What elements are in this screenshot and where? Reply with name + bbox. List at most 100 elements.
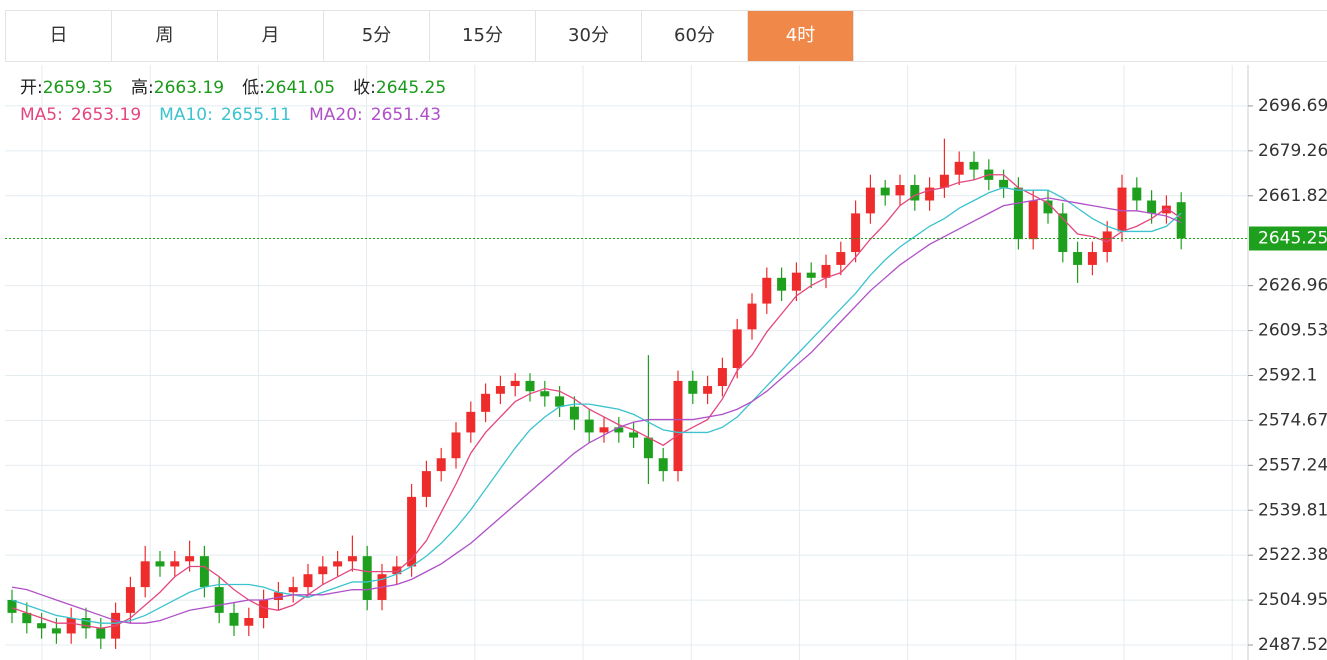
candle-body: [1132, 187, 1142, 201]
candle-body: [806, 272, 816, 278]
candle-body: [954, 161, 964, 175]
y-axis: 2487.52 2504.95 2522.38 2539.81 2557.24 2574.…: [1248, 96, 1327, 655]
candle-body: [599, 427, 609, 433]
candle-body: [288, 587, 298, 593]
candle-body: [140, 561, 150, 588]
info-label: 开:: [20, 78, 43, 98]
candle-body: [214, 587, 224, 613]
legend-label: MA5:: [20, 105, 63, 125]
candle-body: [836, 252, 846, 265]
period-tab[interactable]: 月: [218, 11, 324, 61]
period-tab[interactable]: 日: [6, 11, 112, 61]
candle-body: [1073, 252, 1083, 265]
candle-body: [969, 161, 979, 170]
candle-body: [658, 458, 668, 472]
candle-body: [362, 556, 372, 600]
period-tab[interactable]: 15分: [430, 11, 536, 61]
vertical-grid: [41, 65, 1233, 660]
legend-label: MA10:: [159, 105, 213, 125]
candle-body: [495, 386, 505, 394]
candle-body: [451, 432, 461, 459]
candle-body: [688, 380, 698, 394]
info-value: 2659.35: [43, 78, 113, 98]
candle-body: [155, 561, 165, 567]
y-tick-label: 2557.24: [1258, 455, 1327, 475]
info-value: 2645.25: [376, 78, 446, 98]
info-label: 高:: [131, 78, 154, 98]
y-tick-label: 2539.81: [1258, 500, 1327, 520]
candle-body: [273, 592, 283, 600]
period-tab[interactable]: 4时: [748, 11, 854, 61]
candle-body: [1058, 213, 1068, 253]
candle-body: [481, 393, 491, 412]
period-tab[interactable]: 5分: [324, 11, 430, 61]
candle-body: [821, 264, 831, 278]
legend-label: MA20:: [309, 105, 363, 125]
candle-body: [1147, 200, 1157, 214]
candle-body: [229, 612, 239, 626]
candle-body: [66, 618, 76, 634]
candle-body: [421, 471, 431, 497]
candle-body: [22, 612, 32, 624]
ma-line: [11, 197, 1182, 624]
legend-value: 2653.19: [71, 105, 141, 125]
candle-body: [466, 411, 476, 433]
y-tick-label: 2592.1: [1258, 365, 1317, 385]
info-label: 低:: [242, 78, 265, 98]
candle-body: [1117, 187, 1127, 232]
period-tab[interactable]: 30分: [536, 11, 642, 61]
last-price-label: 2645.25: [1258, 229, 1327, 249]
y-tick-label: 2679.26: [1258, 141, 1327, 161]
candle-body: [777, 277, 787, 291]
candle-body: [629, 432, 639, 438]
candle-body: [170, 561, 180, 567]
ma-line: [11, 174, 1182, 629]
candle-body: [81, 618, 91, 629]
legend-value: 2651.43: [371, 105, 441, 125]
candle-body: [851, 213, 861, 253]
y-tick-label: 2504.95: [1258, 590, 1327, 610]
candle-body: [333, 561, 343, 567]
candle-body: [1013, 187, 1023, 240]
y-tick-label: 2522.38: [1258, 545, 1327, 565]
period-tab[interactable]: 60分: [642, 11, 748, 61]
candle-body: [747, 303, 757, 330]
candle-body: [584, 419, 594, 433]
candle-body: [199, 556, 209, 588]
candle-body: [525, 380, 535, 392]
candle-body: [318, 566, 328, 575]
y-tick-label: 2626.96: [1258, 276, 1327, 296]
candle-body: [303, 574, 313, 588]
candle-body: [614, 427, 624, 433]
y-tick-label: 2487.52: [1258, 635, 1327, 655]
last-price-box: [1249, 226, 1327, 251]
candle-body: [244, 618, 254, 626]
info-value: 2663.19: [154, 78, 224, 98]
candle-body: [732, 329, 742, 369]
candle-body: [259, 599, 269, 619]
candle-body: [37, 623, 47, 629]
candle-body: [1161, 205, 1171, 214]
candle-body: [925, 187, 935, 201]
candle-body: [703, 386, 713, 394]
candle-body: [939, 174, 949, 188]
candle-body: [895, 185, 905, 196]
candle-body: [125, 587, 135, 613]
candle-body: [392, 566, 402, 575]
period-tab[interactable]: 周: [112, 11, 218, 61]
info-value: 2641.05: [265, 78, 335, 98]
candle-body: [1043, 200, 1053, 214]
y-tick-label: 2609.53: [1258, 321, 1327, 341]
candle-body: [555, 396, 565, 407]
y-tick-label: 2661.82: [1258, 186, 1327, 206]
plot: [5, 105, 1248, 649]
candle-body: [910, 185, 920, 201]
info-header: 开: 2659.35 高: 2663.19 低: 2641.05 收: 2645.25 MA5:…: [20, 78, 446, 125]
candle-body: [185, 556, 195, 562]
candle-body: [7, 599, 17, 613]
candle-body: [1176, 202, 1186, 239]
candle-body: [999, 179, 1009, 188]
candle-body: [347, 556, 357, 562]
